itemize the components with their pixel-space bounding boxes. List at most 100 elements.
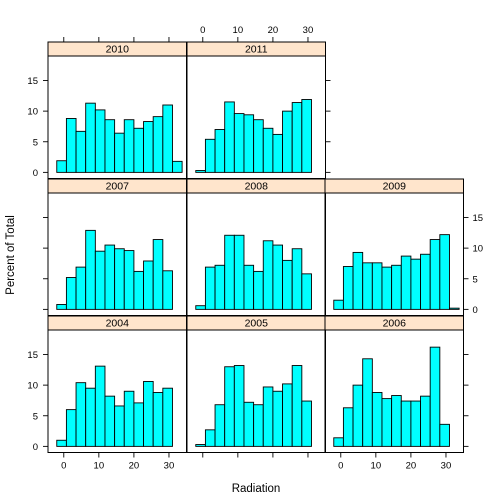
histogram-bar (65, 277, 77, 310)
y-tick-label: 0 (33, 168, 38, 179)
histogram-bar (420, 395, 431, 447)
y-axis-title: Percent of Total (5, 215, 17, 295)
histogram-bar (262, 240, 274, 310)
histogram-bar (65, 118, 77, 173)
histogram-bar (224, 101, 235, 173)
histogram-bar (152, 392, 164, 447)
histogram-bar (262, 386, 274, 447)
histogram-bar (214, 264, 226, 310)
x-tick-label: 20 (129, 461, 140, 472)
histogram-bar (420, 253, 431, 310)
panel-2008: 2008 (186, 178, 326, 316)
panel-strip-label: 2008 (245, 181, 269, 193)
histogram-bar (429, 239, 441, 310)
histogram-bar (133, 402, 144, 447)
histogram-bar (224, 234, 235, 310)
x-tick-label: 30 (441, 461, 452, 472)
histogram-bar (400, 400, 412, 447)
y-tick-label: 15 (27, 76, 38, 87)
panel-strip-label: 2010 (106, 44, 130, 56)
histogram-bar (272, 244, 283, 310)
histogram-bar (391, 395, 402, 447)
x-tick-label: 30 (303, 25, 314, 36)
histogram-bar (282, 110, 293, 173)
histogram-bar (214, 129, 226, 173)
x-tick-label: 10 (94, 461, 105, 472)
histogram-bar (143, 260, 154, 310)
histogram-bar (449, 307, 460, 310)
histogram-bar (233, 365, 245, 447)
histogram-bar (301, 99, 312, 173)
panel-2005: 2005 (186, 315, 326, 458)
y-tick-label: 15 (473, 213, 484, 224)
histogram-bar (204, 266, 216, 310)
x-tick-label: 20 (268, 25, 279, 36)
histogram-bar (371, 392, 383, 447)
histogram-bar (172, 160, 183, 173)
histogram-bar (65, 409, 77, 447)
histogram-bar (162, 387, 173, 447)
histogram-bar (342, 266, 354, 310)
histogram-bar (104, 119, 116, 173)
histogram-bar (301, 400, 312, 447)
histogram-bar (352, 251, 364, 310)
x-tick-label: 10 (371, 461, 382, 472)
panel-2009: 2009 0 5 10 15 (324, 178, 484, 316)
panel-strip-label: 2009 (383, 181, 407, 193)
histogram-bar (123, 119, 135, 173)
histogram-bar (262, 127, 274, 173)
y-tick-label: 0 (473, 305, 478, 316)
x-tick-label: 10 (233, 25, 244, 36)
histogram-bar (362, 358, 373, 447)
histogram-bar (195, 305, 206, 310)
y-tick-label: 10 (27, 107, 38, 118)
histogram-bar (85, 387, 96, 447)
histogram-bar (381, 398, 393, 447)
x-axis-title: Radiation (232, 483, 281, 495)
histogram-bar (162, 104, 173, 173)
panel-strip-label: 2011 (245, 44, 268, 56)
histogram-bar (342, 407, 354, 447)
histogram-bar (391, 264, 402, 310)
histogram-bar (143, 381, 154, 447)
y-tick-label: 10 (473, 244, 484, 255)
histogram-bar (253, 404, 264, 447)
histogram-bar (75, 382, 87, 447)
histogram-bar (233, 113, 245, 173)
histogram-bar (291, 365, 303, 447)
histogram-bar (114, 405, 125, 447)
x-tick-label: 30 (164, 461, 175, 472)
histogram-bar (56, 160, 67, 173)
histogram-bar (133, 127, 144, 173)
panel-strip-label: 2005 (245, 318, 269, 330)
histogram-bar (439, 234, 450, 310)
histogram-bar (410, 258, 421, 310)
y-tick-label: 0 (33, 442, 38, 453)
panel-2010: 2010 0 5 10 15 (27, 37, 187, 179)
histogram-bar (85, 229, 96, 310)
panel-2004: 2004 0 5 10 15 0 10 20 30 (27, 315, 187, 472)
histogram-bar (85, 102, 96, 173)
histogram-bar (439, 423, 450, 447)
histogram-bar (233, 234, 245, 310)
histogram-bar (75, 130, 87, 173)
histogram-bar (291, 248, 303, 310)
histogram-bar (282, 259, 293, 310)
histogram-bar (152, 239, 164, 310)
panel-strip-label: 2006 (383, 318, 407, 330)
histogram-bar (195, 170, 206, 173)
y-tick-label: 5 (33, 411, 38, 422)
x-tick-label: 0 (61, 461, 66, 472)
histogram-bar (282, 383, 293, 447)
histogram-bar (204, 429, 216, 447)
histogram-bar (253, 270, 264, 310)
histogram-bar (123, 250, 135, 310)
y-tick-label: 5 (33, 137, 38, 148)
x-tick-label: 20 (406, 461, 417, 472)
histogram-bar (429, 346, 441, 447)
histogram-bar (56, 304, 67, 310)
histogram-bar (114, 248, 125, 310)
panel-2007: 2007 (43, 178, 187, 316)
histogram-bar (291, 102, 303, 173)
